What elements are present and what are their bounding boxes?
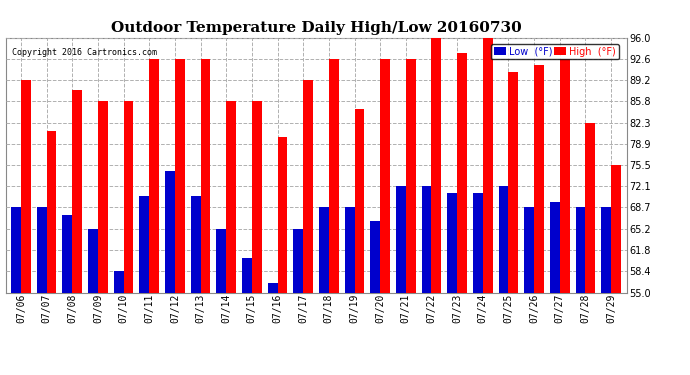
Bar: [47, 131, 57, 292]
Bar: [345, 207, 355, 292]
Bar: [114, 272, 124, 292]
Bar: [319, 207, 329, 292]
Title: Outdoor Temperature Daily High/Low 20160730: Outdoor Temperature Daily High/Low 20160…: [110, 21, 522, 35]
Bar: [149, 58, 159, 292]
Bar: [201, 58, 210, 292]
Bar: [293, 229, 303, 292]
Bar: [585, 123, 595, 292]
Bar: [473, 193, 483, 292]
Bar: [457, 53, 467, 292]
Bar: [524, 207, 534, 292]
Bar: [37, 207, 47, 292]
Bar: [72, 90, 82, 292]
Bar: [447, 193, 457, 292]
Bar: [277, 137, 287, 292]
Bar: [534, 66, 544, 292]
Text: Copyright 2016 Cartronics.com: Copyright 2016 Cartronics.com: [12, 48, 157, 57]
Bar: [11, 207, 21, 292]
Bar: [499, 186, 509, 292]
Legend: Low  (°F), High  (°F): Low (°F), High (°F): [491, 44, 618, 60]
Bar: [217, 229, 226, 292]
Bar: [550, 202, 560, 292]
Bar: [165, 171, 175, 292]
Bar: [88, 229, 98, 292]
Bar: [329, 58, 339, 292]
Bar: [242, 258, 252, 292]
Bar: [21, 80, 30, 292]
Bar: [303, 80, 313, 292]
Bar: [509, 72, 518, 292]
Bar: [611, 165, 621, 292]
Bar: [560, 58, 569, 292]
Bar: [483, 38, 493, 292]
Bar: [406, 58, 415, 292]
Bar: [98, 101, 108, 292]
Bar: [63, 215, 72, 292]
Bar: [575, 207, 585, 292]
Bar: [175, 58, 185, 292]
Bar: [431, 38, 441, 292]
Bar: [139, 196, 149, 292]
Bar: [422, 186, 431, 292]
Bar: [371, 221, 380, 292]
Bar: [226, 101, 236, 292]
Bar: [252, 101, 262, 292]
Bar: [191, 196, 201, 292]
Bar: [380, 58, 390, 292]
Bar: [355, 109, 364, 292]
Bar: [268, 283, 277, 292]
Bar: [124, 101, 133, 292]
Bar: [602, 207, 611, 292]
Bar: [396, 186, 406, 292]
